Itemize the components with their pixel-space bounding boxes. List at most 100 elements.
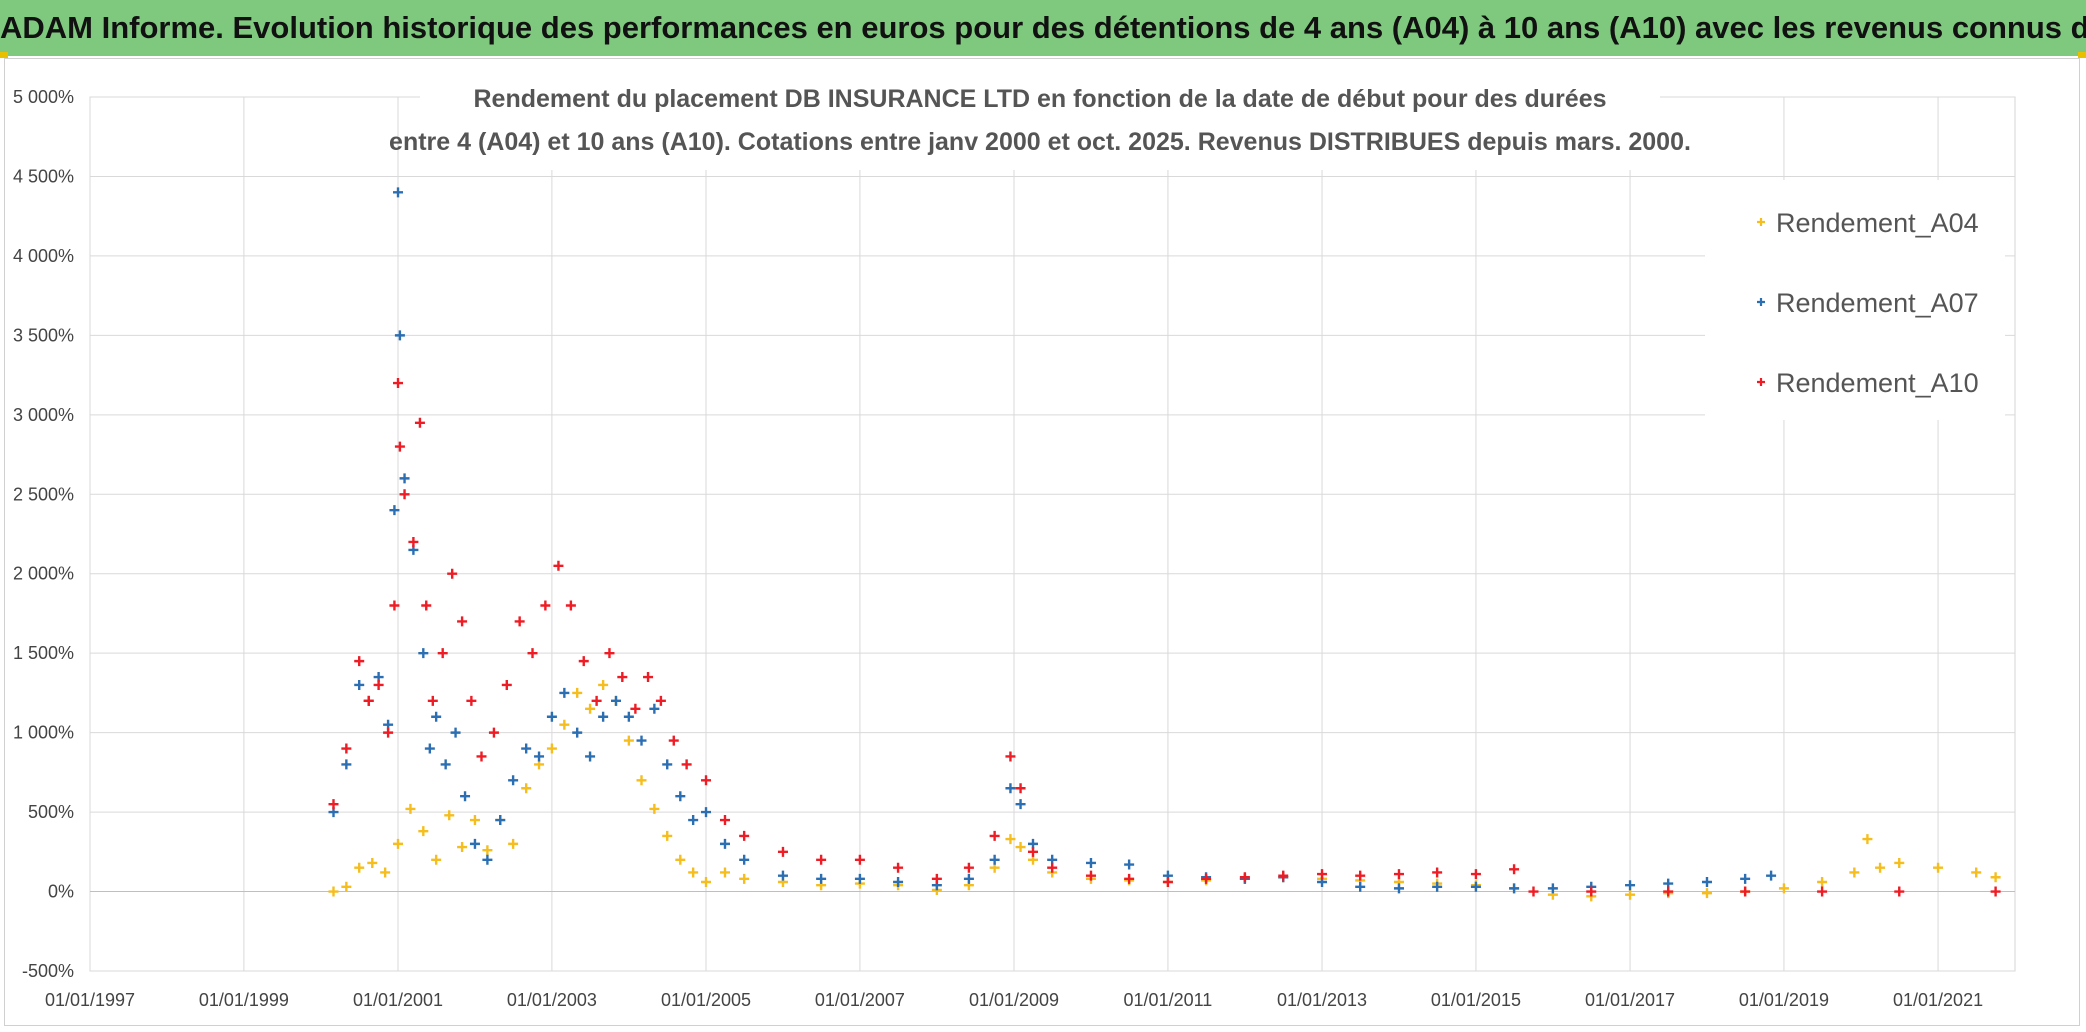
data-point-Rendement_A10 [604, 648, 615, 659]
data-point-Rendement_A04 [1005, 834, 1016, 845]
data-point-Rendement_A10 [373, 679, 384, 690]
legend-marker [1757, 218, 1765, 226]
data-point-Rendement_A07 [585, 751, 596, 762]
data-point-Rendement_A07 [719, 838, 730, 849]
data-point-Rendement_A04 [354, 862, 365, 873]
chart-frame [4, 58, 2080, 1026]
data-point-Rendement_A07 [389, 505, 400, 516]
legend-marker [1757, 378, 1765, 386]
legend-label: Rendement_A04 [1776, 208, 1979, 238]
data-point-Rendement_A04 [1778, 883, 1789, 894]
data-point-Rendement_A04 [457, 842, 468, 853]
x-tick-label: 01/01/2011 [1124, 990, 1213, 1010]
data-point-Rendement_A10 [681, 759, 692, 770]
data-point-Rendement_A07 [534, 751, 545, 762]
series-Rendement_A07 [328, 187, 1777, 894]
data-point-Rendement_A07 [777, 870, 788, 881]
data-point-Rendement_A10 [578, 656, 589, 667]
data-point-Rendement_A07 [989, 854, 1000, 865]
data-point-Rendement_A07 [460, 791, 471, 802]
series-Rendement_A10 [328, 378, 2001, 897]
x-tick-label: 01/01/2009 [969, 990, 1059, 1010]
banner-corner-left [0, 52, 8, 58]
data-point-Rendement_A07 [598, 711, 609, 722]
data-point-Rendement_A07 [482, 854, 493, 865]
data-point-Rendement_A10 [476, 751, 487, 762]
data-point-Rendement_A04 [1862, 834, 1873, 845]
data-point-Rendement_A10 [739, 830, 750, 841]
data-point-Rendement_A10 [354, 656, 365, 667]
data-point-Rendement_A04 [636, 775, 647, 786]
data-point-Rendement_A07 [963, 873, 974, 884]
x-tick-label: 01/01/1999 [199, 990, 289, 1010]
y-tick-label: -500% [22, 961, 74, 981]
data-point-Rendement_A04 [1971, 867, 1982, 878]
data-point-Rendement_A07 [1015, 799, 1026, 810]
data-point-Rendement_A04 [1933, 862, 1944, 873]
series-layer [328, 187, 2001, 902]
data-point-Rendement_A10 [963, 862, 974, 873]
legend: Rendement_A04 Rendement_A07 Rendement_A10 [1705, 180, 2005, 420]
data-point-Rendement_A10 [655, 695, 666, 706]
y-tick-label: 500% [28, 802, 74, 822]
chart-title-background [420, 80, 1660, 170]
report-banner-title: ADAM Informe. Evolution historique des p… [0, 10, 2086, 45]
data-point-Rendement_A07 [508, 775, 519, 786]
data-point-Rendement_A10 [328, 799, 339, 810]
data-point-Rendement_A10 [668, 735, 679, 746]
grid-layer [89, 96, 2016, 972]
data-point-Rendement_A07 [393, 187, 404, 198]
data-point-Rendement_A10 [1586, 886, 1597, 897]
data-point-Rendement_A10 [1740, 886, 1751, 897]
x-axis: 01/01/1997 01/01/1999 01/01/2001 01/01/2003… [45, 990, 1983, 1010]
data-point-Rendement_A07 [688, 815, 699, 826]
legend-background [1705, 180, 2005, 420]
x-tick-label: 01/01/2019 [1739, 990, 1829, 1010]
data-point-Rendement_A10 [341, 743, 352, 754]
y-tick-label: 1 000% [13, 723, 74, 743]
data-point-Rendement_A10 [1817, 886, 1828, 897]
x-tick-label: 01/01/2015 [1431, 990, 1521, 1010]
x-tick-label: 01/01/2003 [507, 990, 597, 1010]
legend-label: Rendement_A10 [1776, 368, 1979, 398]
data-point-Rendement_A04 [393, 838, 404, 849]
data-point-Rendement_A10 [591, 695, 602, 706]
x-tick-label: 01/01/2017 [1585, 990, 1675, 1010]
data-point-Rendement_A07 [1085, 857, 1096, 868]
data-point-Rendement_A07 [816, 873, 827, 884]
data-point-Rendement_A10 [1432, 867, 1443, 878]
data-point-Rendement_A04 [598, 679, 609, 690]
data-point-Rendement_A10 [719, 815, 730, 826]
data-point-Rendement_A10 [394, 441, 405, 452]
data-point-Rendement_A04 [585, 703, 596, 714]
data-point-Rendement_A07 [893, 877, 904, 888]
data-point-Rendement_A10 [1355, 870, 1366, 881]
data-point-Rendement_A04 [1015, 842, 1026, 853]
data-point-Rendement_A04 [482, 845, 493, 856]
data-point-Rendement_A04 [623, 735, 634, 746]
data-point-Rendement_A07 [521, 743, 532, 754]
data-point-Rendement_A04 [739, 873, 750, 884]
x-tick-label: 01/01/2021 [1893, 990, 1983, 1010]
data-point-Rendement_A10 [816, 854, 827, 865]
y-tick-label: 4 000% [13, 246, 74, 266]
data-point-Rendement_A10 [931, 873, 942, 884]
data-point-Rendement_A10 [553, 560, 564, 571]
data-point-Rendement_A07 [418, 648, 429, 659]
data-point-Rendement_A07 [1005, 783, 1016, 794]
data-point-Rendement_A04 [508, 838, 519, 849]
data-point-Rendement_A04 [1701, 888, 1712, 899]
y-tick-label: 5 000% [13, 87, 74, 107]
data-point-Rendement_A04 [328, 886, 339, 897]
data-point-Rendement_A10 [1239, 872, 1250, 883]
data-point-Rendement_A10 [1162, 877, 1173, 888]
data-point-Rendement_A10 [501, 679, 512, 690]
data-point-Rendement_A04 [418, 826, 429, 837]
data-point-Rendement_A07 [1701, 877, 1712, 888]
data-point-Rendement_A04 [405, 803, 416, 814]
y-tick-label: 0% [48, 882, 74, 902]
x-tick-label: 01/01/1997 [45, 990, 135, 1010]
data-point-Rendement_A04 [380, 867, 391, 878]
data-point-Rendement_A04 [367, 857, 378, 868]
data-point-Rendement_A07 [1470, 881, 1481, 892]
